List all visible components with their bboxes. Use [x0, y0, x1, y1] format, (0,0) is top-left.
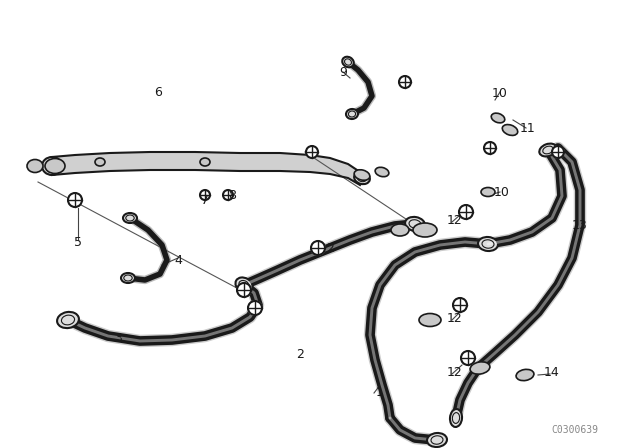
- Text: 4: 4: [174, 254, 182, 267]
- Ellipse shape: [42, 157, 62, 175]
- Circle shape: [68, 193, 82, 207]
- Ellipse shape: [375, 167, 389, 177]
- Text: 1: 1: [376, 385, 384, 399]
- Text: 8: 8: [228, 189, 236, 202]
- Ellipse shape: [540, 143, 557, 156]
- Ellipse shape: [450, 409, 462, 427]
- Ellipse shape: [391, 224, 409, 236]
- Ellipse shape: [123, 213, 137, 223]
- Circle shape: [484, 142, 496, 154]
- Circle shape: [459, 205, 473, 219]
- Text: 13: 13: [572, 219, 588, 232]
- Text: 7: 7: [201, 194, 209, 207]
- Ellipse shape: [478, 237, 498, 251]
- Circle shape: [453, 298, 467, 312]
- Ellipse shape: [502, 125, 518, 135]
- Ellipse shape: [342, 57, 354, 67]
- Circle shape: [461, 351, 475, 365]
- Ellipse shape: [354, 172, 370, 184]
- Circle shape: [223, 190, 233, 200]
- Ellipse shape: [419, 314, 441, 327]
- Text: 2: 2: [326, 241, 334, 254]
- Ellipse shape: [236, 277, 253, 293]
- Ellipse shape: [516, 369, 534, 381]
- Text: 9: 9: [339, 65, 347, 78]
- Text: 10: 10: [492, 86, 508, 99]
- Ellipse shape: [57, 312, 79, 328]
- Ellipse shape: [200, 158, 210, 166]
- Polygon shape: [52, 152, 360, 185]
- Ellipse shape: [405, 217, 425, 231]
- Ellipse shape: [492, 113, 505, 123]
- Text: 2: 2: [296, 348, 304, 361]
- Circle shape: [306, 146, 318, 158]
- Circle shape: [311, 241, 325, 255]
- Circle shape: [248, 301, 262, 315]
- Circle shape: [237, 283, 251, 297]
- Ellipse shape: [427, 433, 447, 447]
- Ellipse shape: [470, 362, 490, 374]
- Ellipse shape: [121, 273, 135, 283]
- Circle shape: [552, 146, 564, 158]
- Circle shape: [399, 76, 411, 88]
- Ellipse shape: [346, 109, 358, 119]
- Ellipse shape: [413, 223, 437, 237]
- Ellipse shape: [354, 170, 370, 180]
- Text: 10: 10: [494, 185, 510, 198]
- Ellipse shape: [27, 159, 43, 172]
- Text: 14: 14: [544, 366, 560, 379]
- Text: C0300639: C0300639: [552, 425, 598, 435]
- Ellipse shape: [481, 188, 495, 197]
- Text: 12: 12: [447, 214, 463, 227]
- Text: 12: 12: [447, 366, 463, 379]
- Text: 6: 6: [154, 86, 162, 99]
- Ellipse shape: [45, 159, 65, 173]
- Ellipse shape: [95, 158, 105, 166]
- Text: 11: 11: [520, 121, 536, 134]
- Circle shape: [200, 190, 210, 200]
- Text: 12: 12: [447, 311, 463, 324]
- Text: 5: 5: [74, 236, 82, 249]
- Text: 3: 3: [114, 332, 122, 345]
